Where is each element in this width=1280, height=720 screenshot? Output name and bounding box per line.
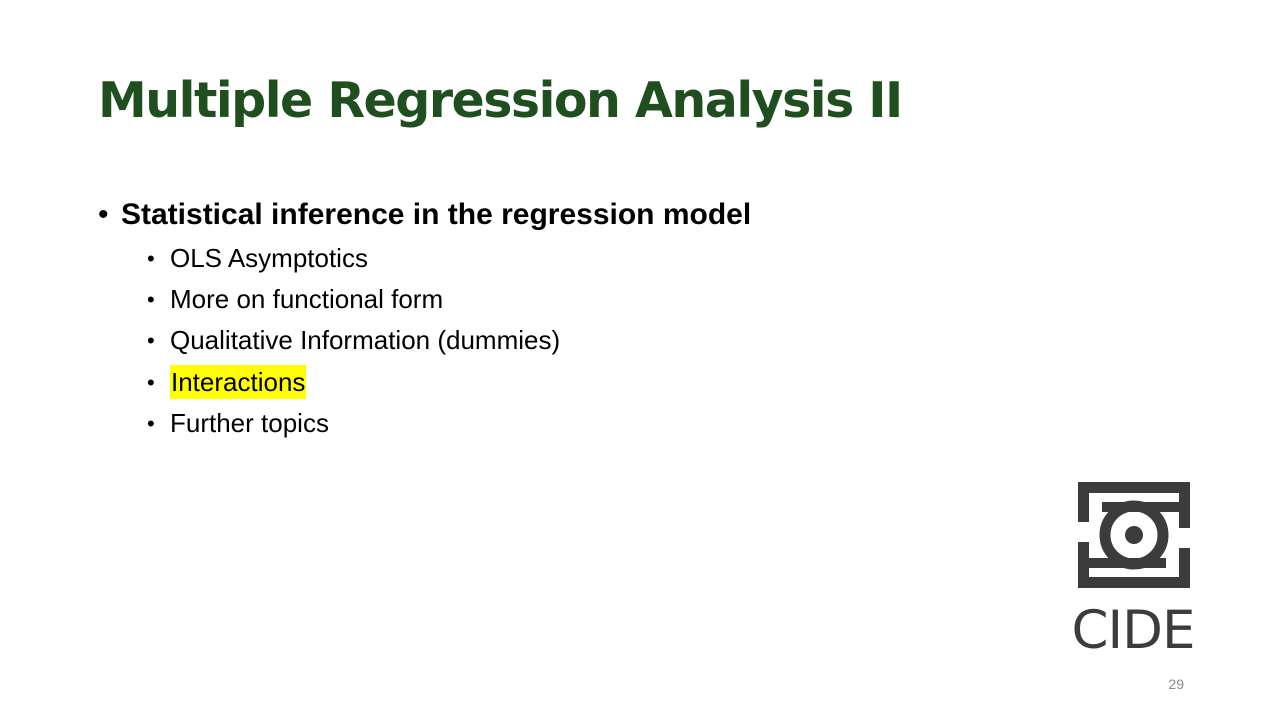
sub-bullet-text: Further topics: [170, 408, 329, 438]
sub-bullet-text-highlighted: Interactions: [170, 365, 306, 399]
bullet-marker: •: [98, 196, 109, 234]
sub-bullet-item: • Further topics: [121, 403, 751, 444]
slide-number: 29: [1140, 676, 1184, 692]
sub-bullet-item: • More on functional form: [121, 279, 751, 320]
bullet-marker: •: [147, 279, 155, 320]
sub-bullet-item: • Interactions: [121, 362, 751, 403]
sub-bullet-item: • Qualitative Information (dummies): [121, 320, 751, 361]
bullet-marker: •: [147, 362, 155, 403]
sub-bullet-list: • OLS Asymptotics • More on functional f…: [121, 238, 751, 444]
main-bullet-item: • Statistical inference in the regressio…: [98, 196, 751, 444]
sub-bullet-text: More on functional form: [170, 284, 443, 314]
cide-logo-text: CIDE: [1062, 600, 1204, 662]
main-bullet-text: Statistical inference in the regression …: [121, 198, 751, 231]
sub-bullet-text: OLS Asymptotics: [170, 243, 368, 273]
bullet-marker: •: [147, 320, 155, 361]
slide-title: Multiple Regression Analysis II: [98, 70, 902, 132]
sub-bullet-text: Qualitative Information (dummies): [170, 325, 560, 355]
bullet-marker: •: [147, 403, 155, 444]
bullet-list: • Statistical inference in the regressio…: [98, 196, 751, 444]
sub-bullet-item: • OLS Asymptotics: [121, 238, 751, 279]
bullet-marker: •: [147, 238, 155, 279]
